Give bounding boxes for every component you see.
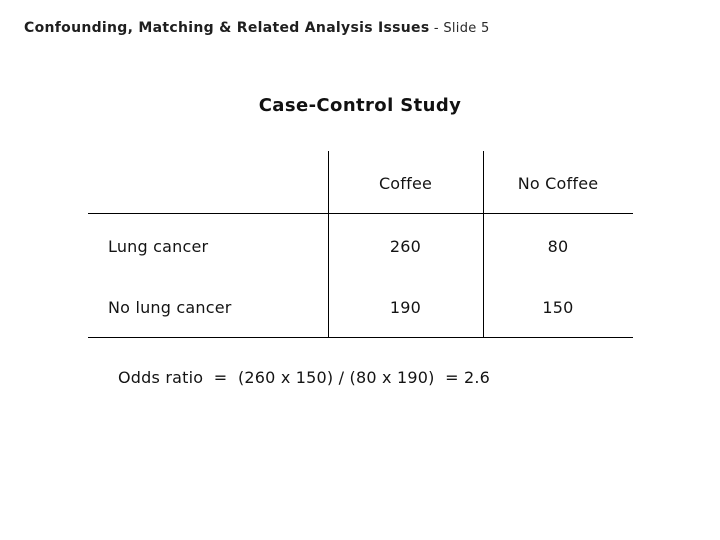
table-vertical-divider-1	[328, 151, 329, 338]
table-cell-lung-nocoffee: 80	[547, 237, 569, 256]
slide-header: Confounding, Matching & Related Analysis…	[24, 20, 490, 36]
table-col-header-no-coffee: No Coffee	[517, 174, 599, 193]
table-cell-lung-coffee: 260	[389, 237, 422, 256]
slide-number-label: - Slide 5	[429, 21, 490, 36]
table-row-label-lung-cancer: Lung cancer	[108, 237, 209, 256]
odds-ratio-text: Odds ratio = (260 x 150) / (80 x 190) = …	[118, 368, 491, 387]
table-vertical-divider-2	[483, 151, 484, 338]
table-cell-nolung-coffee: 190	[389, 298, 422, 317]
table-bottom-rule	[88, 337, 633, 338]
presentation-title: Confounding, Matching & Related Analysis…	[24, 20, 430, 36]
table-col-header-coffee: Coffee	[378, 174, 433, 193]
slide-title: Case-Control Study	[258, 95, 462, 116]
table-cell-nolung-nocoffee: 150	[542, 298, 574, 317]
table-header-underline	[88, 213, 633, 214]
table-row-label-no-lung-cancer: No lung cancer	[108, 298, 232, 317]
